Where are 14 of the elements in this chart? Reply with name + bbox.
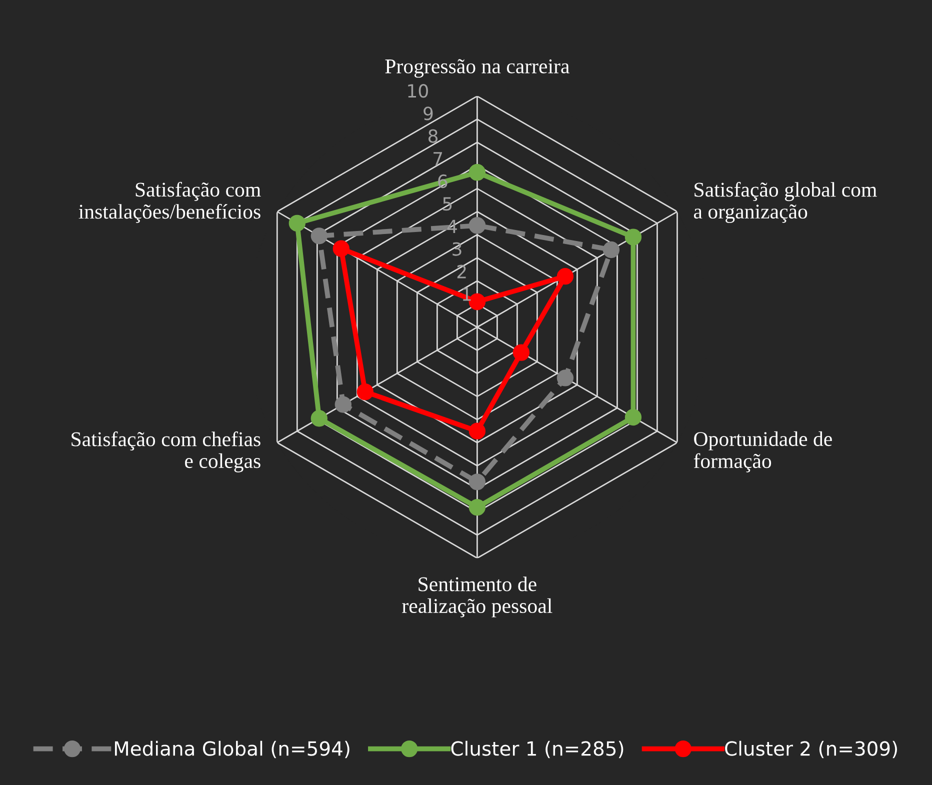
y-tick-label: 2 [457, 264, 466, 278]
y-tick-label: 7 [434, 152, 442, 166]
y-tick-label: 9 [424, 106, 433, 120]
spoke-label: Oportunidade de formação [694, 431, 832, 472]
spoke-label: Satisfação global com a organização [694, 182, 877, 223]
legend-label: Cluster 2 (n=309) [725, 740, 897, 758]
y-tick-label: 8 [428, 129, 438, 143]
spoke-label: Satisfação com chefias e colegas [72, 431, 260, 472]
legend-label: Cluster 1 (n=285) [451, 740, 624, 758]
y-tick-label: 10 [408, 84, 428, 98]
spoke-label: Satisfação com instalações/benefícios [78, 182, 261, 223]
legend-label: Mediana Global (n=594) [114, 740, 350, 758]
spoke-label: Sentimento de realização pessoal [402, 576, 552, 618]
spoke-label: Progressão na carreira [385, 59, 570, 78]
